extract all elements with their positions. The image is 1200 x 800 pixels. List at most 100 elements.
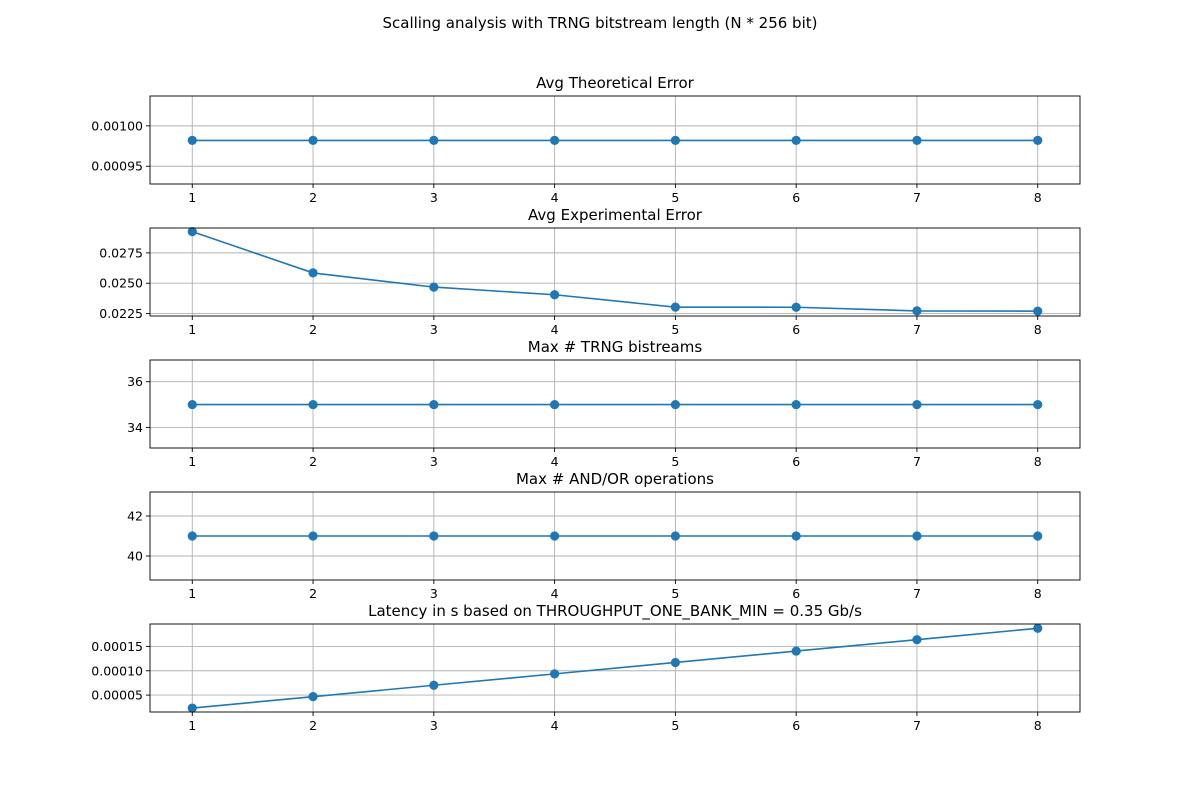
data-point [187,227,197,237]
data-point [550,531,560,541]
subplot-5: Latency in s based on THROUGHPUT_ONE_BAN… [91,602,1081,733]
x-tick-label: 3 [430,322,438,337]
axes-frame [149,95,1081,185]
subplot-title: Avg Theoretical Error [536,74,695,92]
subplot-1: Avg Theoretical Error 1 2 3 4 5 6 7 8 0.00095 0.00… [91,74,1081,205]
data-point [1033,306,1043,316]
x-tick-label: 5 [671,718,679,733]
x-tick-label: 2 [309,718,317,733]
data-point [791,646,801,656]
data-point [912,399,922,410]
x-tick-label: 1 [188,322,196,337]
data-point [670,135,680,146]
y-tick-label: 0.00005 [91,688,143,703]
data-point [429,680,439,690]
x-tick-label: 8 [1034,586,1042,601]
x-tick-label: 6 [792,718,800,733]
data-point [791,135,801,146]
x-tick-label: 7 [913,718,921,733]
data-point [187,135,197,146]
data-point [1033,399,1043,410]
subplot-title: Latency in s based on THROUGHPUT_ONE_BAN… [368,602,862,621]
data-point [912,635,922,645]
data-point [308,399,318,410]
axes-frame [149,491,1081,581]
y-tick-label: 0.0275 [99,245,143,260]
data-point [1033,531,1043,541]
x-tick-label: 3 [430,718,438,733]
data-point [187,703,197,713]
x-tick-label: 5 [671,190,679,205]
data-point [791,399,801,410]
x-tick-label: 6 [792,454,800,469]
y-tick-label: 36 [127,374,143,389]
data-point [308,692,318,702]
x-tick-label: 2 [309,586,317,601]
subplot-title: Avg Experimental Error [528,206,703,224]
y-tick-label: 34 [127,420,143,435]
data-point [791,531,801,541]
subplot-title: Max # TRNG bistreams [528,338,703,356]
y-tick-label: 40 [127,549,143,564]
data-point [550,399,560,410]
x-tick-label: 2 [309,190,317,205]
data-point [187,531,197,541]
x-tick-label: 1 [188,586,196,601]
y-tick-label: 0.00010 [91,663,143,678]
series-line [192,230,1038,312]
data-point [912,531,922,541]
x-tick-label: 7 [913,454,921,469]
data-point [308,531,318,541]
data-point [670,302,680,312]
series-line [192,627,1038,709]
data-point [187,399,197,410]
x-tick-label: 3 [430,190,438,205]
subplot-4: Max # AND/OR operations 1 2 3 4 5 6 7 8 40 42 [127,470,1081,601]
data-point [429,135,439,146]
y-tick-label: 0.0225 [99,306,143,321]
data-point [1033,135,1043,146]
data-point [429,399,439,410]
data-point [550,135,560,146]
data-point [791,302,801,312]
x-tick-label: 4 [551,190,559,205]
data-point [429,282,439,292]
x-tick-label: 1 [188,454,196,469]
x-tick-label: 8 [1034,454,1042,469]
x-tick-label: 7 [913,190,921,205]
axes-frame [149,359,1081,449]
data-point [550,290,560,300]
data-point [308,135,318,146]
x-tick-label: 5 [671,586,679,601]
y-tick-label: 0.00015 [91,639,143,654]
data-point [670,657,680,668]
x-tick-label: 4 [551,454,559,469]
figure-title: Scalling analysis with TRNG bitstream le… [383,14,818,32]
y-tick-label: 0.00100 [91,118,143,133]
x-tick-label: 3 [430,586,438,601]
x-tick-label: 6 [792,322,800,337]
x-tick-label: 4 [551,322,559,337]
x-tick-label: 6 [792,190,800,205]
subplot-2: Avg Experimental Error 1 2 3 4 5 6 7 8 0.0225 0.02… [99,206,1081,337]
y-tick-label: 0.0250 [99,276,143,291]
x-tick-label: 8 [1034,322,1042,337]
y-tick-label: 42 [127,509,143,524]
x-tick-label: 6 [792,586,800,601]
data-point [429,531,439,541]
data-point [670,531,680,541]
data-point [1033,623,1043,633]
data-point [912,135,922,146]
x-tick-label: 1 [188,718,196,733]
data-point [670,399,680,410]
x-tick-label: 5 [671,454,679,469]
x-tick-label: 3 [430,454,438,469]
axes-frame [149,227,1081,317]
data-point [912,306,922,316]
x-tick-label: 1 [188,190,196,205]
x-tick-label: 4 [551,718,559,733]
x-tick-label: 7 [913,322,921,337]
